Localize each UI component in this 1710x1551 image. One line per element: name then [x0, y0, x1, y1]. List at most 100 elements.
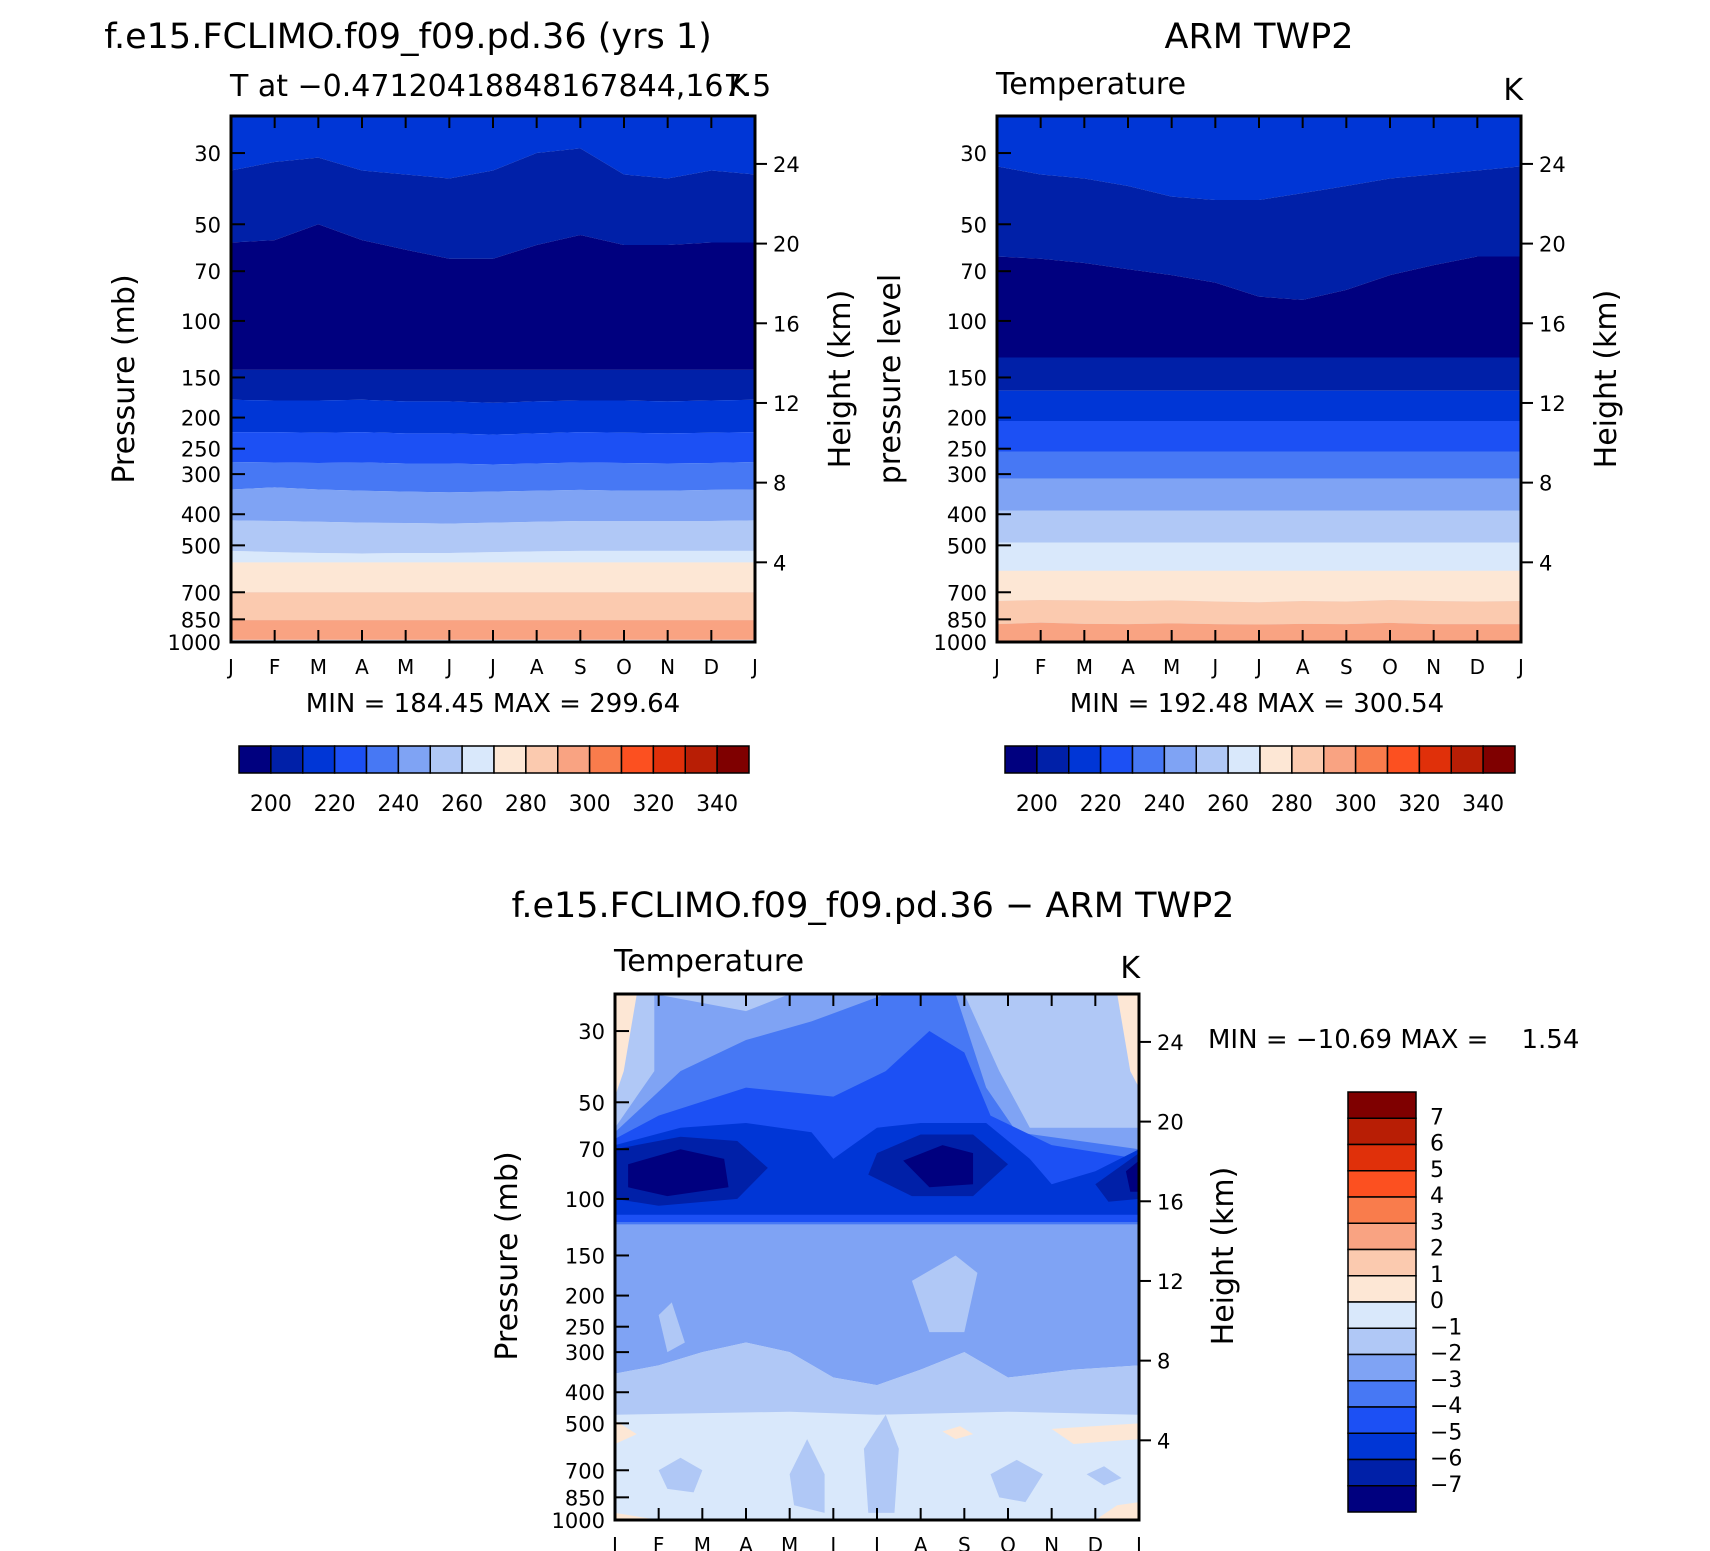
colorbar-swatch	[1347, 1432, 1417, 1461]
contour-band	[997, 570, 1521, 603]
y-tick-label: 500	[181, 534, 221, 558]
colorbar-label: 1	[1430, 1263, 1444, 1288]
panel1-stats: MIN = 184.45 MAX = 299.64	[306, 689, 680, 719]
y-tick-label: 100	[181, 310, 221, 334]
colorbar-label: −5	[1430, 1420, 1462, 1445]
x-tick-label: J	[828, 1533, 836, 1551]
x-tick-label: J	[992, 655, 1000, 679]
contour-band	[628, 1149, 729, 1197]
colorbar-label: 240	[1143, 792, 1185, 817]
contour-band	[1051, 1423, 1139, 1445]
contour-band	[231, 432, 755, 465]
x-tick-label: M	[1163, 655, 1180, 679]
y-tick-label: 850	[181, 608, 221, 632]
panel2-ylabel: pressure level	[873, 274, 908, 484]
panel3-ylabel-right: Height (km)	[1206, 1167, 1241, 1346]
contour-band	[231, 461, 755, 493]
colorbar-swatch	[1036, 745, 1070, 774]
panel1-subtitle: T at −0.47120418848167844,167.5	[229, 69, 771, 104]
contour-band	[997, 357, 1521, 391]
x-tick-label: F	[653, 1533, 665, 1551]
contour-band	[1095, 1153, 1139, 1202]
panel2-title: ARM TWP2	[1165, 17, 1354, 57]
panel2-ylabel-right: Height (km)	[1589, 290, 1624, 469]
contour-band	[231, 224, 755, 370]
contour-band	[997, 421, 1521, 452]
colorbar-label: 340	[1462, 792, 1504, 817]
x-tick-label: J	[1254, 655, 1262, 679]
contour-band	[615, 1512, 659, 1520]
colorbar-swatch	[1347, 1248, 1417, 1277]
contour-band	[1125, 1160, 1139, 1192]
colorbar-swatch	[1347, 1485, 1417, 1513]
right-tick-label: 4	[1157, 1429, 1170, 1453]
right-tick-label: 4	[773, 551, 786, 575]
contour-band	[231, 562, 755, 593]
y-tick-label: 700	[947, 581, 987, 605]
x-tick-label: O	[1000, 1533, 1016, 1551]
contour-band	[942, 1426, 974, 1440]
x-tick-label: J	[750, 655, 758, 679]
contour-band	[231, 487, 755, 524]
colorbar-swatch	[1347, 1170, 1417, 1198]
colorbar-swatch	[620, 745, 655, 774]
colorbar-label: 0	[1430, 1289, 1444, 1314]
colorbar-swatch	[1354, 745, 1389, 774]
x-tick-label: S	[1340, 655, 1353, 679]
x-tick-label: A	[355, 655, 369, 679]
y-tick-label: 250	[181, 438, 221, 462]
x-tick-label: D	[1088, 1533, 1103, 1551]
colorbar-label: 220	[1080, 792, 1122, 817]
y-tick-label: 200	[181, 407, 221, 431]
y-tick-label: 150	[947, 366, 987, 390]
colorbar-swatch	[1347, 1196, 1417, 1224]
y-tick-label: 200	[947, 407, 987, 431]
colorbar-label: 260	[441, 792, 483, 817]
y-tick-label: 30	[960, 142, 987, 166]
x-tick-label: M	[781, 1533, 798, 1551]
colorbar-label: −1	[1430, 1315, 1462, 1340]
colorbar-swatch	[1386, 745, 1421, 774]
colorbar-label: 300	[1335, 792, 1377, 817]
y-tick-label: 500	[947, 534, 987, 558]
panel3-stats: MIN = −10.69 MAX = 1.54	[1208, 1025, 1579, 1055]
colorbar-swatch	[365, 745, 400, 774]
x-tick-label: J	[610, 1533, 618, 1551]
y-tick-label: 300	[947, 463, 987, 487]
y-tick-label: 50	[194, 213, 221, 237]
colorbar-swatch	[588, 745, 623, 774]
x-tick-label: M	[397, 655, 414, 679]
colorbar-label: 320	[632, 792, 674, 817]
x-tick-label: A	[914, 1533, 928, 1551]
x-tick-label: A	[1121, 655, 1135, 679]
colorbar-swatch	[1323, 745, 1357, 774]
panel2-colorbar: 200 220 240 260 280 300 320 340	[1004, 745, 1516, 817]
y-tick-label: 150	[565, 1244, 605, 1268]
x-tick-label: J	[444, 655, 452, 679]
contour-band	[231, 116, 755, 179]
x-tick-label: S	[958, 1533, 971, 1551]
colorbar-swatch	[302, 745, 336, 774]
y-tick-label: 400	[181, 503, 221, 527]
panel2-right-axis: 24 20 16 12 8 4	[1521, 153, 1566, 575]
y-tick-label: 850	[565, 1486, 605, 1510]
colorbar-label: 5	[1430, 1158, 1444, 1183]
right-tick-label: 24	[1539, 153, 1566, 177]
colorbar-swatch	[1347, 1327, 1417, 1356]
colorbar-swatch	[397, 745, 431, 774]
contour-band	[231, 148, 755, 259]
colorbar-swatch	[1195, 745, 1229, 774]
x-tick-label: F	[269, 655, 281, 679]
colorbar-swatch	[1347, 1458, 1417, 1487]
x-tick-label: M	[310, 655, 327, 679]
y-tick-label: 70	[578, 1138, 605, 1162]
colorbar-swatch	[1347, 1143, 1417, 1172]
colorbar-swatch	[525, 745, 559, 774]
y-tick-label: 50	[960, 213, 987, 237]
y-tick-label: 150	[181, 366, 221, 390]
x-tick-label: J	[226, 655, 234, 679]
contour-band	[615, 994, 637, 1097]
colorbar-label: 3	[1430, 1210, 1444, 1235]
